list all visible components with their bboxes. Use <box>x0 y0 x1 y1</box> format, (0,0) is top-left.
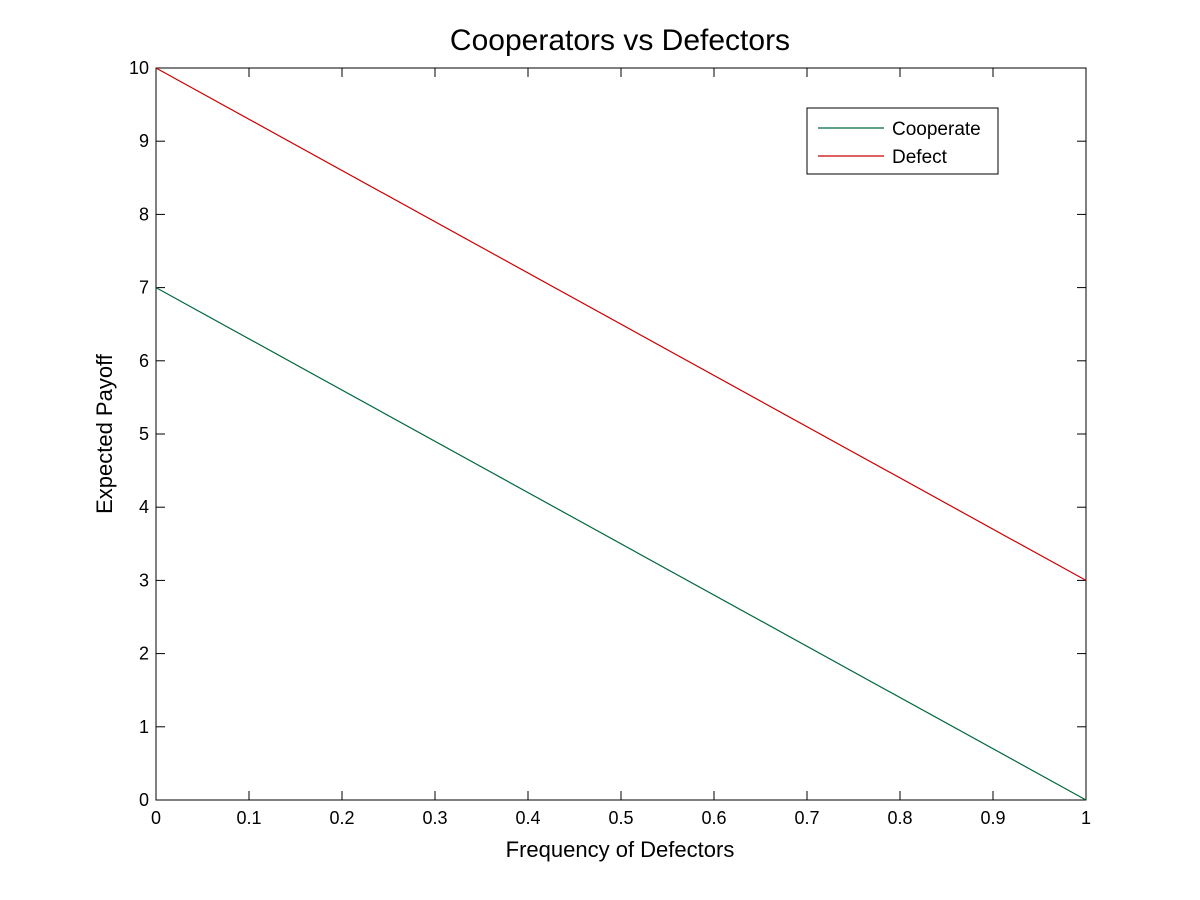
legend-label-defect: Defect <box>892 147 948 168</box>
y-tick-label: 0 <box>139 790 149 810</box>
x-tick-label: 0.5 <box>608 808 633 828</box>
series-lines <box>155 67 1087 801</box>
x-tick-label: 0.9 <box>980 808 1005 828</box>
chart-title: Cooperators vs Defectors <box>450 24 790 57</box>
legend-box <box>806 107 999 175</box>
y-tick-label: 1 <box>139 717 149 737</box>
x-tick-label: 0.7 <box>794 808 819 828</box>
legend-label-cooperate: Cooperate <box>892 119 981 140</box>
legend: Cooperate Defect <box>806 107 999 175</box>
x-tick-label: 0.4 <box>515 808 540 828</box>
y-tick-label: 7 <box>139 278 149 298</box>
plot-area <box>155 67 1087 801</box>
x-tick-label: 0.1 <box>236 808 261 828</box>
x-tick-label: 0.3 <box>422 808 447 828</box>
y-tick-label: 3 <box>139 570 149 590</box>
x-tick-label: 1 <box>1081 808 1091 828</box>
y-tick-label: 4 <box>139 497 149 517</box>
x-tick-label: 0.8 <box>887 808 912 828</box>
y-tick-label: 5 <box>139 424 149 444</box>
y-tick-label: 6 <box>139 351 149 371</box>
y-tick-label: 2 <box>139 644 149 664</box>
x-tick-label: 0.6 <box>701 808 726 828</box>
y-tick-label: 10 <box>129 58 149 78</box>
x-tick-label: 0.2 <box>329 808 354 828</box>
y-tick-label: 8 <box>139 204 149 224</box>
x-axis-ticks: 0 0.1 0.2 0.3 0.4 0.5 0.6 0.7 0.8 0.9 1 <box>151 68 1091 828</box>
x-tick-label: 0 <box>151 808 161 828</box>
y-axis-label: Expected Payoff <box>92 353 117 514</box>
y-tick-label: 9 <box>139 131 149 151</box>
x-axis-label: Frequency of Defectors <box>506 837 735 862</box>
series-line-defect <box>155 67 1087 581</box>
y-axis-ticks: 0 1 2 3 4 5 6 7 8 9 10 <box>129 58 1086 810</box>
series-line-cooperate <box>155 287 1087 801</box>
